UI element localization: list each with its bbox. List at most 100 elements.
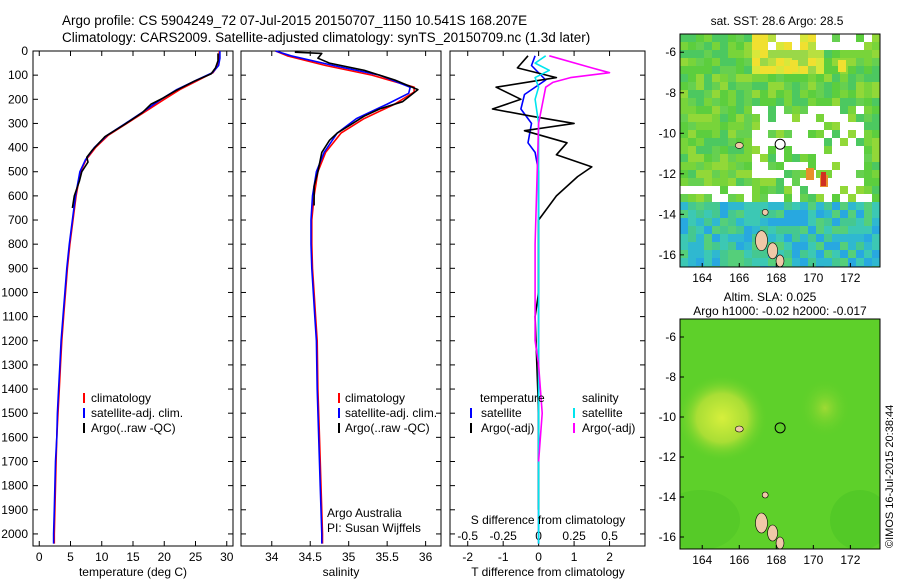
sst-cell (856, 250, 864, 258)
sst-cell (832, 234, 840, 242)
sst-cell (808, 130, 816, 138)
sst-cell (696, 98, 704, 106)
sst-cell (816, 66, 824, 74)
sst-cell (832, 66, 840, 74)
sst-cell (768, 202, 776, 210)
sst-cell (832, 210, 840, 218)
sst-cell (744, 130, 752, 138)
sst-cell (864, 90, 872, 98)
sst-cell (680, 226, 688, 234)
sst-cell (768, 178, 776, 186)
sst-cell (872, 194, 880, 202)
sst-cell (720, 210, 728, 218)
sst-cell (696, 194, 704, 202)
sst-cell (688, 234, 696, 242)
salinity-xlabel: salinity (323, 565, 360, 579)
sst-cell (864, 106, 872, 114)
sst-cell (736, 50, 744, 58)
sst-cell (680, 130, 688, 138)
sst-cell (864, 234, 872, 242)
sst-cell (720, 42, 728, 50)
island-shape (734, 142, 744, 149)
salinity-legend: climatology satellite-adj. clim. Argo(..… (338, 391, 437, 435)
sst-cell (712, 178, 720, 186)
sst-cell (816, 218, 824, 226)
map-y-tick-label: -14 (659, 207, 677, 221)
sst-cell (768, 218, 776, 226)
sst-cell (816, 114, 824, 122)
sst-cell (720, 58, 728, 66)
sst-cell (720, 250, 728, 258)
legend-swatch-argo (83, 423, 85, 433)
sst-cell (768, 90, 776, 98)
sst-cell (688, 114, 696, 122)
sst-cell (864, 122, 872, 130)
sst-cell (728, 178, 736, 186)
sst-cell (744, 74, 752, 82)
sst-cell (680, 154, 688, 162)
sst-cell (736, 170, 744, 178)
sst-cell (720, 162, 728, 170)
sst-cell (792, 90, 800, 98)
legend-swatch-satellite (338, 408, 340, 418)
sst-cell (840, 106, 848, 114)
map-x-tick-label: 166 (729, 271, 749, 285)
sst-cell (784, 234, 792, 242)
sst-cell (800, 154, 808, 162)
sst-cell (712, 154, 720, 162)
sst-cell (720, 82, 728, 90)
temperature-xlabel: temperature (deg C) (79, 565, 187, 579)
sst-cell (696, 250, 704, 258)
sst-cell (696, 42, 704, 50)
x-tick-label: 0 (36, 550, 43, 564)
sst-cell (760, 58, 768, 66)
sst-cell (736, 250, 744, 258)
annotation-pi: PI: Susan Wijffels (327, 521, 421, 535)
sst-cell (760, 258, 768, 266)
sst-cell (696, 146, 704, 154)
island-shape (767, 242, 778, 260)
legend-swatch-t-satellite (470, 408, 472, 418)
sst-cell (696, 106, 704, 114)
sst-cell (744, 82, 752, 90)
map-x-tick-label: 170 (803, 271, 823, 285)
sst-cell (864, 66, 872, 74)
sst-cell (704, 210, 712, 218)
sst-cell (792, 50, 800, 58)
sst-cell (728, 162, 736, 170)
sst-cell (848, 194, 856, 202)
sst-cell (720, 170, 728, 178)
sst-cell (744, 58, 752, 66)
sst-cell (800, 98, 808, 106)
sst-cell (768, 106, 776, 114)
sst-cell (856, 138, 864, 146)
sst-cell (760, 202, 768, 210)
sst-cell (688, 66, 696, 74)
sst-cell (704, 66, 712, 74)
sst-cell (848, 66, 856, 74)
sst-cell (704, 98, 712, 106)
sst-cell (696, 122, 704, 130)
sst-cell (872, 202, 880, 210)
sst-cell (792, 210, 800, 218)
sst-cell (712, 74, 720, 82)
sst-cell (792, 170, 800, 178)
map-y-tick-label: -6 (665, 330, 676, 344)
sst-cell (872, 82, 880, 90)
sst-cell (696, 90, 704, 98)
y-tick-label: 900 (8, 261, 28, 275)
sst-cell (864, 186, 872, 194)
sst-cell (808, 90, 816, 98)
map-x-tick-label: 164 (692, 553, 712, 567)
sst-cell (712, 90, 720, 98)
sst-cell (872, 186, 880, 194)
sst-cell (680, 98, 688, 106)
sst-cell (680, 242, 688, 250)
sla-map-ticks: 164 166 168 170 172 -6 -8 -10 -12 -14 -16 (659, 330, 861, 567)
sst-cell (872, 154, 880, 162)
sst-cell (688, 194, 696, 202)
sst-cell (720, 50, 728, 58)
sst-cell (744, 42, 752, 50)
y-tick-label: 0 (21, 44, 28, 58)
y-tick-label: 300 (8, 116, 28, 130)
